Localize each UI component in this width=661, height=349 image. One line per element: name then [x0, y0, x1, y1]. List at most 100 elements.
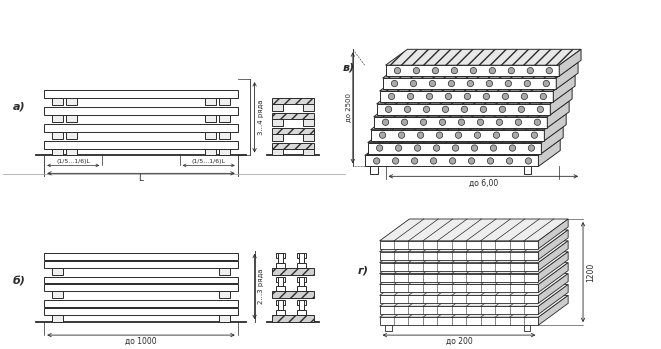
Text: б): б) — [13, 276, 25, 287]
Polygon shape — [539, 284, 568, 314]
Polygon shape — [365, 140, 561, 156]
Circle shape — [515, 119, 522, 125]
Bar — [44, 253, 238, 260]
Circle shape — [525, 158, 531, 164]
Circle shape — [464, 93, 471, 99]
Bar — [278, 276, 284, 287]
Circle shape — [383, 119, 389, 125]
Circle shape — [534, 119, 541, 125]
Circle shape — [467, 80, 473, 87]
Circle shape — [521, 93, 527, 99]
Circle shape — [432, 67, 439, 74]
Circle shape — [442, 106, 449, 112]
Circle shape — [452, 145, 459, 151]
Circle shape — [410, 80, 416, 87]
Bar — [66, 132, 77, 139]
Bar — [52, 291, 63, 298]
Circle shape — [458, 119, 465, 125]
Circle shape — [527, 67, 533, 74]
Circle shape — [461, 106, 467, 112]
Bar — [205, 98, 216, 105]
Circle shape — [436, 132, 443, 138]
Polygon shape — [551, 88, 572, 115]
Circle shape — [377, 145, 383, 151]
Circle shape — [379, 132, 386, 138]
Polygon shape — [559, 49, 581, 76]
Polygon shape — [379, 91, 553, 102]
Polygon shape — [379, 284, 539, 292]
Bar — [44, 300, 238, 307]
Bar — [272, 143, 314, 149]
Bar — [66, 149, 77, 156]
Circle shape — [546, 67, 553, 74]
Bar — [272, 149, 284, 156]
Circle shape — [448, 80, 455, 87]
Polygon shape — [379, 274, 568, 295]
Bar — [276, 253, 286, 258]
Circle shape — [455, 132, 461, 138]
Bar — [276, 310, 286, 315]
Circle shape — [399, 132, 405, 138]
Bar — [524, 325, 530, 331]
Bar — [52, 315, 63, 322]
Text: в): в) — [343, 62, 355, 72]
Circle shape — [385, 106, 392, 112]
Text: до 2500: до 2500 — [345, 94, 351, 122]
Bar — [44, 90, 238, 98]
Polygon shape — [379, 230, 568, 252]
Bar — [297, 253, 306, 258]
Polygon shape — [373, 117, 547, 128]
Circle shape — [486, 80, 492, 87]
Polygon shape — [379, 241, 568, 263]
Polygon shape — [368, 143, 541, 154]
Bar — [272, 98, 314, 104]
Circle shape — [505, 80, 512, 87]
Bar — [297, 287, 306, 291]
Bar — [278, 305, 284, 315]
Text: до 1000: до 1000 — [125, 337, 157, 346]
Polygon shape — [379, 306, 539, 314]
Text: 1200: 1200 — [586, 262, 595, 282]
Circle shape — [469, 158, 475, 164]
Bar — [66, 98, 77, 105]
Bar — [297, 263, 306, 268]
Circle shape — [373, 158, 380, 164]
Bar — [524, 166, 531, 174]
Circle shape — [420, 119, 427, 125]
Text: г): г) — [358, 266, 369, 276]
Circle shape — [483, 93, 490, 99]
Circle shape — [490, 145, 496, 151]
Bar — [299, 300, 304, 310]
Circle shape — [508, 67, 514, 74]
Polygon shape — [373, 101, 569, 117]
Polygon shape — [379, 219, 568, 241]
Bar — [52, 115, 63, 122]
Polygon shape — [539, 219, 568, 249]
Text: 3...4 ряда: 3...4 ряда — [258, 99, 264, 135]
Bar — [385, 325, 391, 331]
Circle shape — [540, 93, 547, 99]
Polygon shape — [377, 104, 551, 115]
Polygon shape — [379, 252, 568, 274]
Circle shape — [499, 106, 506, 112]
Bar — [66, 115, 77, 122]
Circle shape — [502, 93, 508, 99]
Polygon shape — [553, 75, 575, 102]
Bar — [297, 310, 306, 315]
Bar — [297, 276, 306, 282]
Bar — [272, 268, 314, 275]
Bar — [44, 276, 238, 283]
Bar — [303, 104, 314, 111]
Polygon shape — [539, 295, 568, 325]
Circle shape — [496, 119, 502, 125]
Text: до 200: до 200 — [446, 337, 473, 346]
Text: (1/5...1/6)L: (1/5...1/6)L — [192, 159, 225, 164]
Bar — [272, 291, 314, 298]
Circle shape — [411, 158, 418, 164]
Circle shape — [512, 132, 519, 138]
Bar — [219, 115, 230, 122]
Polygon shape — [379, 241, 539, 249]
Bar — [205, 115, 216, 122]
Bar — [276, 276, 286, 282]
Bar — [219, 315, 230, 322]
